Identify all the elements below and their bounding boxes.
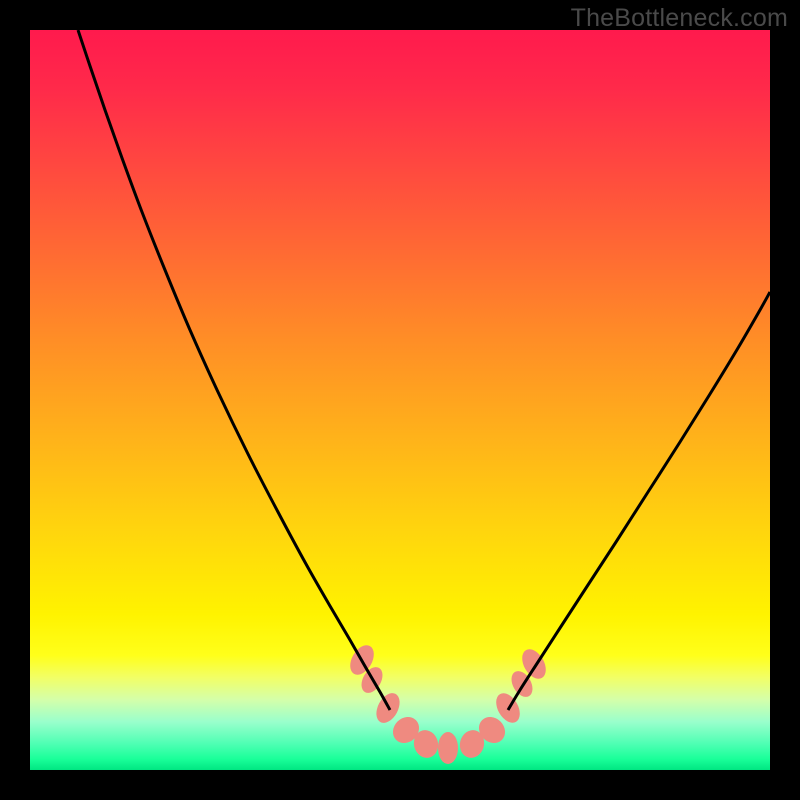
- plot-inner: [30, 30, 770, 770]
- watermark-text: TheBottleneck.com: [571, 4, 788, 33]
- valley-blob: [438, 732, 458, 764]
- gradient-rect: [30, 30, 770, 770]
- plot-area: [30, 30, 770, 770]
- chart-frame: TheBottleneck.com: [0, 0, 800, 800]
- gradient-svg: [30, 30, 770, 770]
